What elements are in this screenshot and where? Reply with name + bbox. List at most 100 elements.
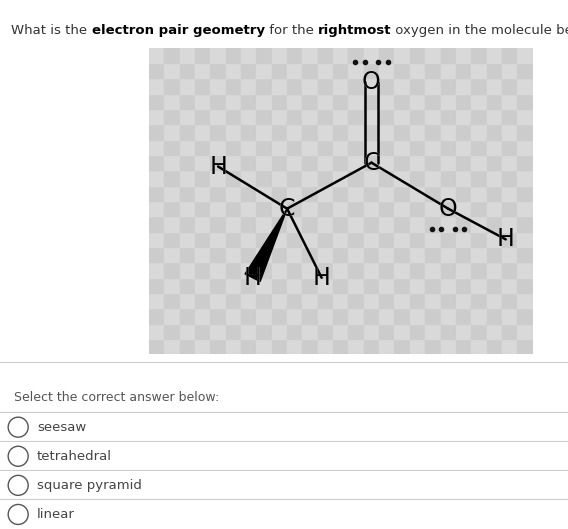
Bar [287,262,302,278]
Bar [149,232,164,247]
Bar [256,308,272,324]
Bar [425,94,441,109]
Bar [333,247,349,262]
Bar [425,186,441,201]
Bar [502,278,517,293]
Bar [425,78,441,94]
Bar [487,170,502,186]
Bar [502,216,517,232]
Bar [395,186,410,201]
Bar [425,262,441,278]
Bar [179,155,195,170]
Bar [364,124,379,140]
Bar [333,63,349,78]
Bar [302,78,318,94]
Bar [318,48,333,63]
Bar [318,278,333,293]
Bar [395,124,410,140]
Bar [517,339,533,354]
Bar [456,155,471,170]
Text: H: H [209,154,227,178]
Text: C: C [279,197,295,221]
Bar [441,293,456,308]
Bar [272,63,287,78]
Bar [333,216,349,232]
Bar [302,63,318,78]
Bar [272,339,287,354]
Bar [210,324,225,339]
Bar [179,324,195,339]
Bar [210,94,225,109]
Bar [471,78,487,94]
Bar [487,247,502,262]
Bar [410,324,425,339]
Bar [302,48,318,63]
Text: electron pair geometry: electron pair geometry [92,24,265,37]
Bar [195,293,210,308]
Bar [364,140,379,155]
Bar [425,124,441,140]
Bar [471,247,487,262]
Bar [179,109,195,124]
Bar [256,48,272,63]
Bar [318,339,333,354]
Bar [471,216,487,232]
Bar [379,324,395,339]
Bar [425,48,441,63]
Bar [441,262,456,278]
Bar [349,140,364,155]
Text: H: H [244,266,261,290]
Bar [164,186,179,201]
Bar [441,124,456,140]
Bar [333,232,349,247]
Bar [256,232,272,247]
Bar [179,63,195,78]
Bar [164,339,179,354]
Bar [410,293,425,308]
Bar [272,232,287,247]
Bar [195,94,210,109]
Bar [195,339,210,354]
Bar [225,155,241,170]
Bar [149,247,164,262]
Bar [487,278,502,293]
Bar [241,216,256,232]
Bar [179,262,195,278]
Bar [287,48,302,63]
Bar [349,155,364,170]
Bar [502,63,517,78]
Bar [487,308,502,324]
Bar [441,232,456,247]
Bar [410,48,425,63]
Bar [395,232,410,247]
Bar [256,186,272,201]
Bar [395,109,410,124]
Bar [149,186,164,201]
Bar [210,48,225,63]
Bar [364,232,379,247]
Bar [164,155,179,170]
Bar [241,48,256,63]
Bar [517,308,533,324]
Bar [517,278,533,293]
Bar [272,308,287,324]
Bar [487,140,502,155]
Bar [395,140,410,155]
Bar [302,262,318,278]
Text: seesaw: seesaw [37,421,86,434]
Bar [456,63,471,78]
Bar [272,247,287,262]
Bar [164,140,179,155]
Bar [502,232,517,247]
Bar [471,278,487,293]
Bar [272,170,287,186]
Bar [287,78,302,94]
Bar [272,94,287,109]
Bar [517,201,533,216]
Bar [225,48,241,63]
Bar [379,170,395,186]
Bar [395,170,410,186]
Text: Select the correct answer below:: Select the correct answer below: [14,391,219,404]
Bar [441,308,456,324]
Bar [241,308,256,324]
